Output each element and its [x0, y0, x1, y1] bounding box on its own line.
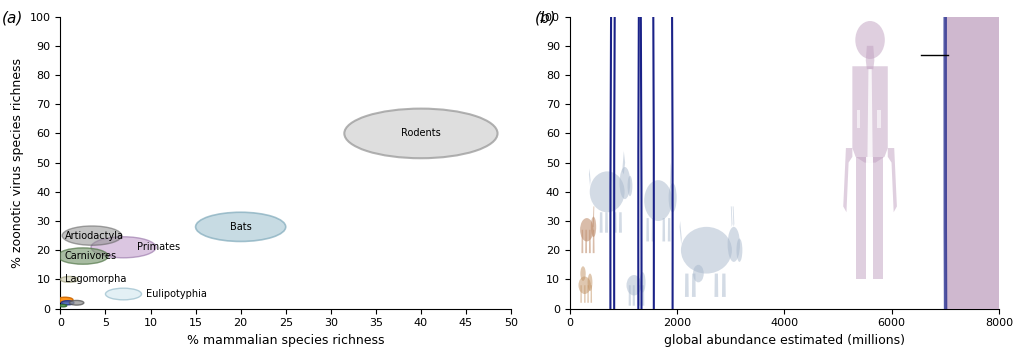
Ellipse shape	[581, 266, 586, 281]
Polygon shape	[852, 66, 888, 163]
Polygon shape	[633, 285, 635, 306]
Polygon shape	[715, 274, 718, 297]
Ellipse shape	[620, 167, 630, 199]
Polygon shape	[668, 218, 671, 241]
Circle shape	[945, 0, 1010, 358]
Ellipse shape	[588, 274, 593, 291]
Ellipse shape	[855, 21, 885, 59]
Ellipse shape	[61, 301, 74, 305]
Ellipse shape	[70, 300, 84, 305]
Polygon shape	[584, 285, 586, 303]
Ellipse shape	[57, 248, 109, 264]
Text: Eulipotyphia: Eulipotyphia	[146, 289, 207, 299]
Polygon shape	[589, 169, 591, 186]
Ellipse shape	[681, 227, 732, 274]
Polygon shape	[651, 218, 654, 241]
Ellipse shape	[105, 288, 141, 300]
Polygon shape	[642, 285, 644, 306]
Polygon shape	[591, 285, 592, 303]
Polygon shape	[638, 285, 640, 306]
Ellipse shape	[640, 272, 645, 292]
Polygon shape	[857, 110, 860, 127]
Text: (b): (b)	[536, 11, 557, 26]
Text: Bats: Bats	[229, 222, 252, 232]
Ellipse shape	[91, 237, 156, 258]
Polygon shape	[866, 157, 872, 279]
Text: Lagomorpha: Lagomorpha	[65, 275, 126, 284]
Polygon shape	[646, 218, 649, 241]
Ellipse shape	[60, 276, 79, 282]
Polygon shape	[872, 157, 883, 279]
Polygon shape	[865, 46, 874, 69]
Polygon shape	[605, 212, 608, 233]
Polygon shape	[593, 207, 594, 227]
Polygon shape	[582, 230, 584, 253]
Polygon shape	[722, 274, 726, 297]
Ellipse shape	[580, 218, 594, 241]
Text: Carnivores: Carnivores	[65, 251, 117, 261]
Polygon shape	[888, 148, 897, 212]
Polygon shape	[618, 212, 622, 233]
Ellipse shape	[344, 108, 498, 158]
Polygon shape	[733, 207, 734, 227]
Polygon shape	[629, 285, 631, 306]
Polygon shape	[623, 151, 625, 174]
X-axis label: global abundance estimated (millions): global abundance estimated (millions)	[664, 334, 905, 347]
Polygon shape	[877, 110, 882, 127]
Ellipse shape	[644, 180, 672, 221]
Ellipse shape	[590, 171, 625, 212]
Ellipse shape	[693, 265, 703, 282]
Ellipse shape	[56, 297, 73, 303]
Polygon shape	[670, 163, 672, 189]
Ellipse shape	[196, 212, 286, 241]
Ellipse shape	[736, 238, 742, 262]
Text: Primates: Primates	[137, 242, 180, 252]
Polygon shape	[593, 230, 595, 253]
Polygon shape	[613, 212, 616, 233]
Polygon shape	[692, 274, 695, 297]
Polygon shape	[600, 212, 602, 233]
Ellipse shape	[591, 217, 596, 237]
Polygon shape	[867, 69, 872, 163]
Polygon shape	[589, 230, 591, 253]
Ellipse shape	[669, 183, 677, 212]
Y-axis label: % zoonotic virus species richness: % zoonotic virus species richness	[11, 58, 25, 268]
Ellipse shape	[628, 176, 633, 196]
Polygon shape	[581, 285, 582, 303]
Ellipse shape	[59, 305, 67, 307]
Ellipse shape	[728, 227, 740, 262]
Polygon shape	[585, 230, 587, 253]
Polygon shape	[731, 207, 732, 227]
Text: Artiodactyla: Artiodactyla	[65, 231, 124, 241]
Polygon shape	[663, 218, 666, 241]
Polygon shape	[588, 285, 589, 303]
Polygon shape	[680, 221, 682, 245]
Ellipse shape	[579, 276, 591, 294]
X-axis label: % mammalian species richness: % mammalian species richness	[187, 334, 384, 347]
Ellipse shape	[627, 275, 641, 295]
Text: (a): (a)	[2, 11, 24, 26]
Polygon shape	[856, 157, 866, 279]
Polygon shape	[685, 274, 689, 297]
Text: Rodents: Rodents	[401, 129, 440, 139]
Polygon shape	[843, 148, 852, 212]
Ellipse shape	[62, 226, 122, 245]
